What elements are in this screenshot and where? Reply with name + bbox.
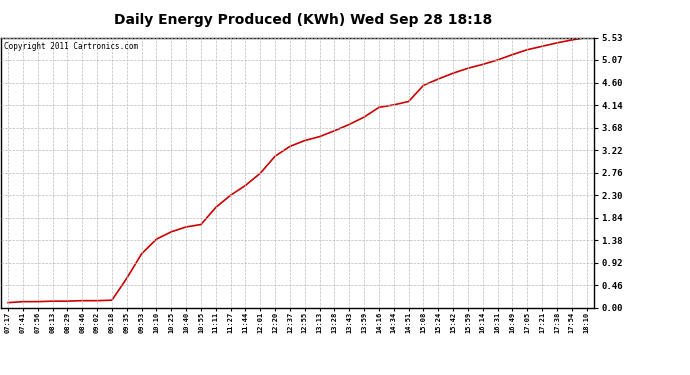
Text: Copyright 2011 Cartronics.com: Copyright 2011 Cartronics.com bbox=[3, 42, 138, 51]
Text: Daily Energy Produced (KWh) Wed Sep 28 18:18: Daily Energy Produced (KWh) Wed Sep 28 1… bbox=[115, 13, 493, 27]
